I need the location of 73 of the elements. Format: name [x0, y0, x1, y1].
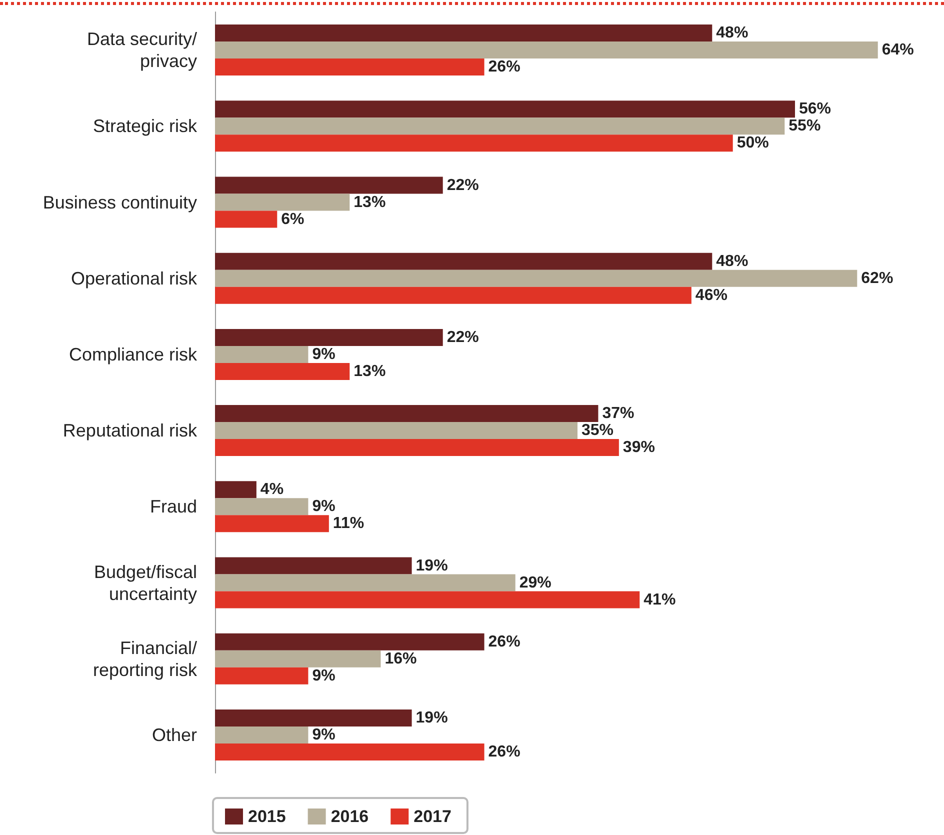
y-tick-label: Strategic risk	[92, 116, 198, 136]
bar	[215, 118, 785, 135]
bar	[215, 422, 578, 440]
data-label: 29%	[519, 574, 552, 592]
data-label: 48%	[716, 252, 748, 270]
data-label: 26%	[488, 58, 520, 76]
y-tick-label: Financial/ reporting risk	[92, 638, 198, 680]
data-label: 11%	[332, 515, 364, 532]
bar	[215, 100, 795, 118]
y-tick-label: Other	[152, 724, 197, 745]
y-tick-label: Reputational risk	[62, 420, 198, 441]
data-label: 41%	[644, 591, 676, 608]
data-label: 19%	[416, 557, 448, 574]
data-label: 9%	[312, 498, 336, 516]
bar	[215, 210, 278, 228]
legend-label: 2015	[248, 807, 286, 826]
legend-label: 2016	[330, 807, 369, 826]
bar	[215, 270, 858, 287]
bar	[215, 515, 329, 532]
bar	[215, 24, 712, 42]
data-label: 26%	[488, 633, 520, 650]
bar	[215, 346, 308, 363]
data-label: 26%	[488, 743, 520, 760]
legend-label: 2017	[414, 807, 452, 826]
bar	[215, 134, 733, 152]
data-label: 9%	[312, 667, 336, 684]
bar	[215, 439, 619, 456]
bar	[215, 574, 516, 592]
data-label: 9%	[312, 346, 336, 363]
data-label: 35%	[582, 422, 614, 440]
data-label: 39%	[622, 439, 655, 456]
data-label: 9%	[312, 726, 336, 744]
data-label: 13%	[354, 362, 386, 380]
bar	[215, 176, 443, 194]
data-label: 56%	[799, 100, 832, 118]
bar	[215, 286, 692, 304]
bar	[215, 557, 412, 574]
bar	[215, 743, 484, 760]
bar	[215, 481, 256, 498]
bar	[215, 633, 484, 650]
bar	[215, 709, 412, 726]
data-label: 13%	[354, 194, 386, 211]
data-label: 4%	[260, 481, 284, 498]
data-label: 46%	[695, 286, 728, 304]
data-label: 19%	[416, 709, 448, 726]
bar	[215, 42, 878, 59]
data-label: 62%	[861, 270, 894, 287]
data-label: 48%	[716, 24, 748, 42]
bar	[215, 58, 484, 76]
bar	[215, 405, 598, 422]
bar	[215, 667, 308, 684]
y-tick-label: Budget/fiscal uncertainty	[94, 562, 197, 604]
data-label: 37%	[602, 405, 634, 422]
data-label: 16%	[384, 650, 417, 668]
data-label: 64%	[882, 42, 914, 59]
bar	[215, 726, 308, 744]
bar	[215, 362, 350, 380]
data-label: 55%	[788, 118, 821, 135]
y-tick-label: Data security/ privacy	[86, 29, 197, 72]
data-label: 22%	[446, 176, 479, 194]
bar	[215, 194, 350, 211]
data-label: 6%	[281, 210, 304, 228]
bar	[215, 591, 640, 608]
bar	[215, 328, 443, 346]
y-tick-label: Business continuity	[42, 192, 197, 212]
y-tick-label: Fraud	[150, 496, 197, 517]
y-tick-label: Compliance risk	[68, 344, 198, 364]
data-label: 50%	[736, 134, 769, 152]
bar	[215, 252, 712, 270]
data-label: 22%	[446, 328, 479, 346]
bar	[215, 650, 381, 668]
y-tick-label: Operational risk	[70, 268, 198, 288]
bar	[215, 498, 308, 516]
